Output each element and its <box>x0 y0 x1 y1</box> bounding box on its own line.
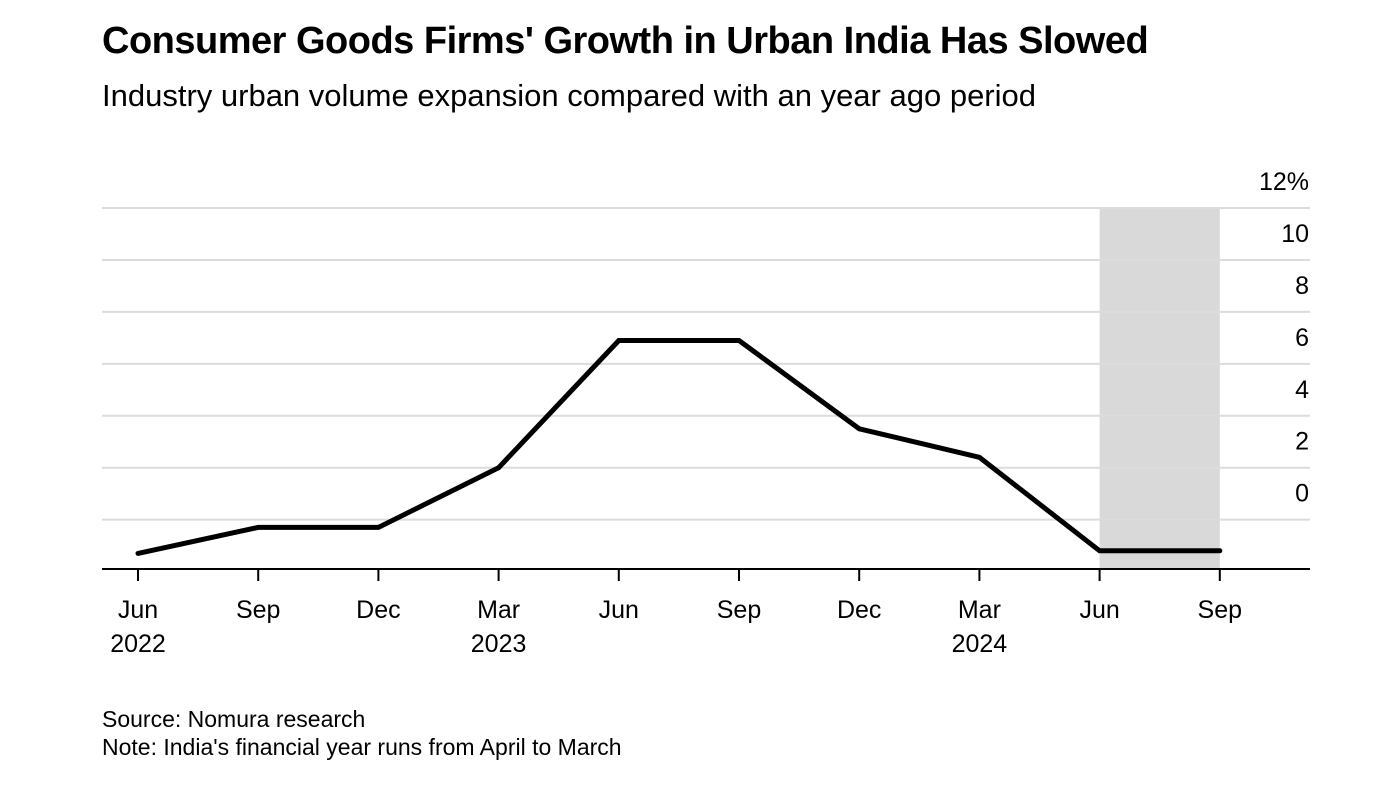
x-tick-label: Jun <box>1079 596 1119 624</box>
y-tick-label: 2 <box>1295 428 1309 456</box>
series-line <box>135 338 1223 556</box>
x-tick-label: Jun <box>118 596 158 624</box>
source-note: Source: Nomura research <box>102 706 366 732</box>
x-tick-label: Jun <box>599 596 639 624</box>
shaded-region <box>1099 208 1220 569</box>
x-tick-label: Dec <box>356 596 400 624</box>
y-tick-label: 6 <box>1295 324 1309 352</box>
x-tick-label: Sep <box>236 596 280 624</box>
y-tick-label: 12% <box>1259 168 1309 196</box>
y-tick-label: 4 <box>1295 376 1309 404</box>
chart-subtitle: Industry urban volume expansion compared… <box>102 78 1036 113</box>
x-tick-label: Sep <box>717 596 761 624</box>
y-tick-label: 10 <box>1281 220 1309 248</box>
x-tick-year-label: 2024 <box>952 630 1008 658</box>
x-tick-label: Dec <box>837 596 881 624</box>
x-tick-label: Sep <box>1198 596 1242 624</box>
x-tick-year-label: 2023 <box>471 630 527 658</box>
y-tick-label: 8 <box>1295 272 1309 300</box>
x-tick-label: Mar <box>958 596 1001 624</box>
x-tick-label: Mar <box>477 596 520 624</box>
x-tick-year-label: 2022 <box>110 630 166 658</box>
chart-title: Consumer Goods Firms' Growth in Urban In… <box>102 20 1149 62</box>
y-tick-label: 0 <box>1295 480 1309 508</box>
footnote: Note: India's financial year runs from A… <box>102 734 622 760</box>
